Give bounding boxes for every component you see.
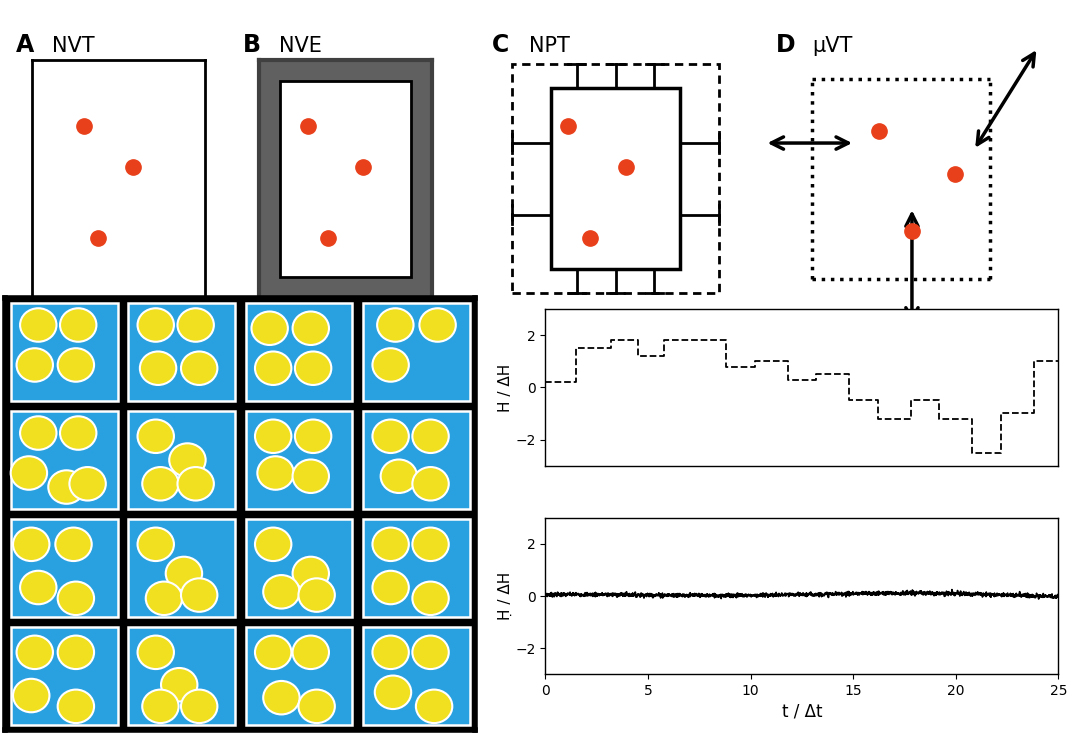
Bar — [363, 411, 470, 509]
Circle shape — [377, 308, 414, 342]
Circle shape — [57, 690, 94, 723]
Circle shape — [137, 419, 174, 453]
Bar — [11, 411, 118, 509]
Circle shape — [177, 467, 214, 501]
Circle shape — [177, 308, 214, 342]
Circle shape — [373, 635, 409, 669]
Circle shape — [264, 681, 299, 714]
Text: A: A — [16, 33, 35, 57]
Text: D: D — [775, 33, 795, 57]
Circle shape — [11, 456, 48, 489]
Y-axis label: Ḥ / ΔH: Ḥ / ΔH — [498, 572, 513, 620]
Circle shape — [57, 635, 94, 669]
Bar — [245, 411, 352, 509]
X-axis label: t / Δt: t / Δt — [782, 702, 822, 720]
Circle shape — [21, 416, 56, 450]
Circle shape — [255, 527, 292, 561]
Circle shape — [137, 527, 174, 561]
Circle shape — [161, 668, 198, 702]
Bar — [363, 303, 470, 401]
Circle shape — [413, 527, 449, 561]
Text: NPT: NPT — [529, 37, 570, 56]
Circle shape — [146, 582, 183, 615]
Circle shape — [375, 676, 411, 709]
Circle shape — [295, 352, 332, 385]
Circle shape — [60, 416, 96, 450]
Circle shape — [49, 470, 84, 504]
Bar — [11, 303, 118, 401]
Circle shape — [380, 460, 417, 493]
Circle shape — [413, 635, 449, 669]
Circle shape — [373, 419, 409, 453]
Circle shape — [69, 467, 106, 501]
Y-axis label: H / ΔH: H / ΔH — [498, 364, 513, 411]
Bar — [129, 627, 235, 725]
Circle shape — [298, 578, 335, 612]
Bar — [280, 81, 411, 276]
Circle shape — [57, 348, 94, 381]
Bar — [129, 303, 235, 401]
Circle shape — [293, 557, 329, 590]
Circle shape — [143, 467, 178, 501]
Circle shape — [13, 527, 50, 561]
Circle shape — [55, 527, 92, 561]
Bar — [11, 519, 118, 617]
Circle shape — [137, 635, 174, 669]
Bar — [363, 519, 470, 617]
Circle shape — [16, 348, 53, 381]
Text: μVT: μVT — [812, 37, 852, 56]
Circle shape — [140, 352, 176, 385]
Circle shape — [373, 527, 409, 561]
Circle shape — [181, 690, 217, 723]
Circle shape — [293, 635, 329, 669]
Circle shape — [21, 308, 56, 342]
Text: B: B — [243, 33, 261, 57]
Text: C: C — [491, 33, 509, 57]
Bar — [129, 519, 235, 617]
Circle shape — [57, 582, 94, 615]
Text: NVE: NVE — [279, 37, 322, 56]
Circle shape — [255, 419, 292, 453]
Circle shape — [413, 467, 449, 501]
Circle shape — [419, 308, 456, 342]
Bar — [245, 627, 352, 725]
Circle shape — [13, 679, 50, 712]
Circle shape — [295, 419, 332, 453]
Circle shape — [416, 690, 453, 723]
Bar — [245, 303, 352, 401]
Circle shape — [293, 460, 329, 493]
Circle shape — [293, 311, 329, 345]
Circle shape — [264, 575, 299, 609]
Bar — [551, 88, 680, 270]
Bar — [245, 519, 352, 617]
Circle shape — [298, 690, 335, 723]
Circle shape — [257, 456, 294, 489]
Bar — [363, 627, 470, 725]
Circle shape — [373, 571, 409, 604]
Circle shape — [181, 352, 217, 385]
Circle shape — [413, 419, 449, 453]
Circle shape — [137, 308, 174, 342]
Text: NVT: NVT — [52, 37, 94, 56]
Bar — [11, 627, 118, 725]
Circle shape — [165, 557, 202, 590]
Circle shape — [252, 311, 288, 345]
Circle shape — [143, 690, 178, 723]
Circle shape — [373, 348, 409, 381]
Circle shape — [255, 352, 292, 385]
Circle shape — [170, 443, 205, 477]
Bar — [129, 411, 235, 509]
Circle shape — [21, 571, 56, 604]
Circle shape — [181, 578, 217, 612]
Circle shape — [413, 582, 449, 615]
Circle shape — [60, 308, 96, 342]
Circle shape — [16, 635, 53, 669]
Circle shape — [255, 635, 292, 669]
